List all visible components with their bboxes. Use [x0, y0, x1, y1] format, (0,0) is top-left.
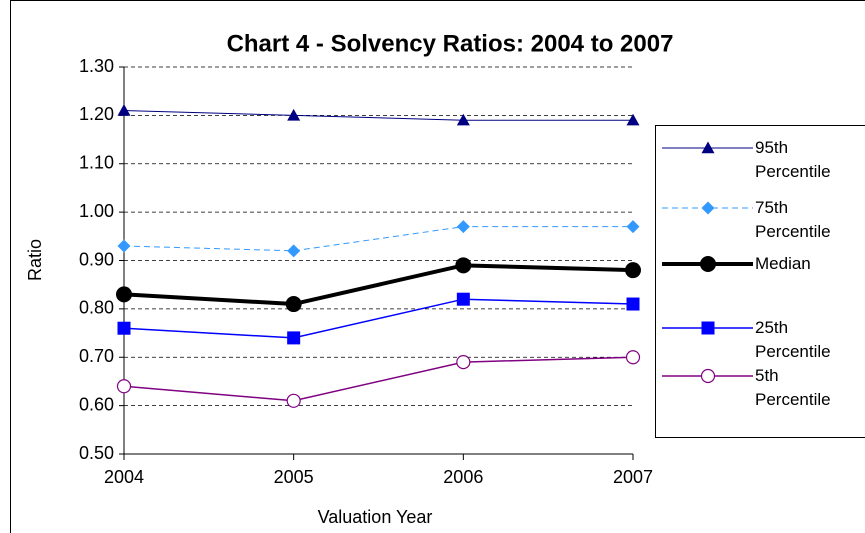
- marker: [287, 108, 301, 121]
- marker: [625, 262, 641, 279]
- legend-label: 95th Percentile: [755, 138, 831, 181]
- marker: [456, 354, 471, 370]
- marker: [701, 201, 715, 215]
- marker: [286, 393, 301, 408]
- legend-box: [655, 125, 865, 438]
- series-line: [123, 298, 634, 339]
- x-axis-label: Valuation Year: [318, 507, 433, 527]
- marker: [117, 104, 131, 116]
- marker: [117, 239, 131, 253]
- marker: [287, 244, 301, 258]
- marker: [626, 113, 640, 126]
- series-line: [123, 226, 633, 252]
- legend-label: Median: [755, 254, 811, 273]
- y-tick-label: 0.90: [79, 249, 114, 269]
- chart-title: Chart 4 - Solvency Ratios: 2004 to 2007: [227, 30, 674, 57]
- y-tick-label: 0.70: [79, 346, 114, 366]
- marker: [116, 286, 132, 303]
- y-tick-label: 0.50: [79, 443, 114, 463]
- y-tick-label: 0.80: [79, 298, 114, 318]
- y-tick-label: 1.30: [79, 56, 114, 76]
- y-tick-label: 0.60: [79, 394, 114, 414]
- marker: [456, 220, 470, 234]
- legend-label: 25th Percentile: [755, 318, 831, 361]
- series-line: [123, 263, 634, 307]
- marker: [456, 113, 470, 126]
- marker: [116, 379, 132, 394]
- x-tick-label: 2007: [613, 467, 653, 487]
- chart-border: [10, 0, 865, 533]
- y-tick-label: 1.20: [79, 104, 114, 124]
- x-tick-label: 2004: [104, 467, 144, 487]
- y-tick-label: 1.10: [79, 153, 114, 173]
- x-tick-label: 2006: [443, 467, 483, 487]
- y-tick-label: 1.00: [79, 201, 114, 221]
- marker: [455, 257, 472, 274]
- legend-label: 5th Percentile: [755, 366, 831, 409]
- legend-label: 75th Percentile: [755, 198, 831, 241]
- marker: [285, 296, 302, 313]
- marker: [626, 220, 640, 234]
- marker: [700, 368, 716, 384]
- x-tick-label: 2005: [274, 467, 314, 487]
- marker: [700, 256, 716, 272]
- marker: [625, 350, 641, 365]
- marker: [701, 321, 715, 335]
- marker: [626, 297, 640, 311]
- marker: [456, 292, 470, 306]
- marker: [287, 331, 301, 345]
- series-line: [123, 110, 633, 121]
- y-axis-label: Ratio: [25, 239, 45, 281]
- marker: [701, 141, 715, 154]
- series-line: [123, 356, 634, 402]
- marker: [117, 321, 131, 335]
